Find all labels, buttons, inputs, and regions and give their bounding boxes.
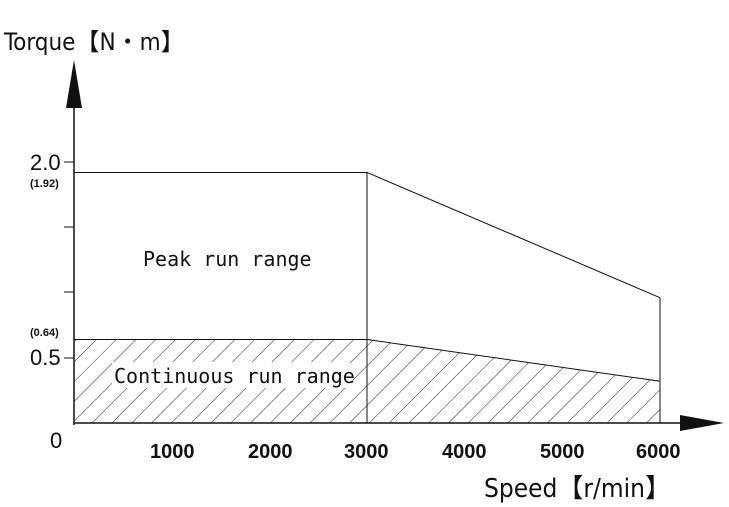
- y-tick-label: 0.5: [30, 345, 61, 370]
- continuous-label-backdrop: [112, 362, 350, 388]
- continuous-region-label: Continuous run range: [114, 364, 355, 388]
- x-tick-label: 1000: [150, 441, 195, 463]
- y-annotation: (1.92): [30, 178, 59, 190]
- x-tick-label: 6000: [636, 441, 681, 463]
- y-annotation: (0.64): [30, 327, 59, 339]
- y-axis-label: Torque【N・m】: [3, 28, 185, 56]
- x-tick-label: 4000: [442, 441, 487, 463]
- y-tick-label: 2.0: [30, 150, 61, 175]
- x-tick-label: 2000: [248, 441, 293, 463]
- x-axis-label: Speed【r/min】: [484, 474, 671, 504]
- x-tick-label: 5000: [540, 441, 585, 463]
- y-axis-arrow: [66, 60, 82, 108]
- x-tick-label: 0: [50, 428, 62, 453]
- peak-region-label: Peak run range: [143, 247, 312, 271]
- x-tick-label: 3000: [344, 441, 389, 463]
- x-axis-arrow: [680, 415, 724, 431]
